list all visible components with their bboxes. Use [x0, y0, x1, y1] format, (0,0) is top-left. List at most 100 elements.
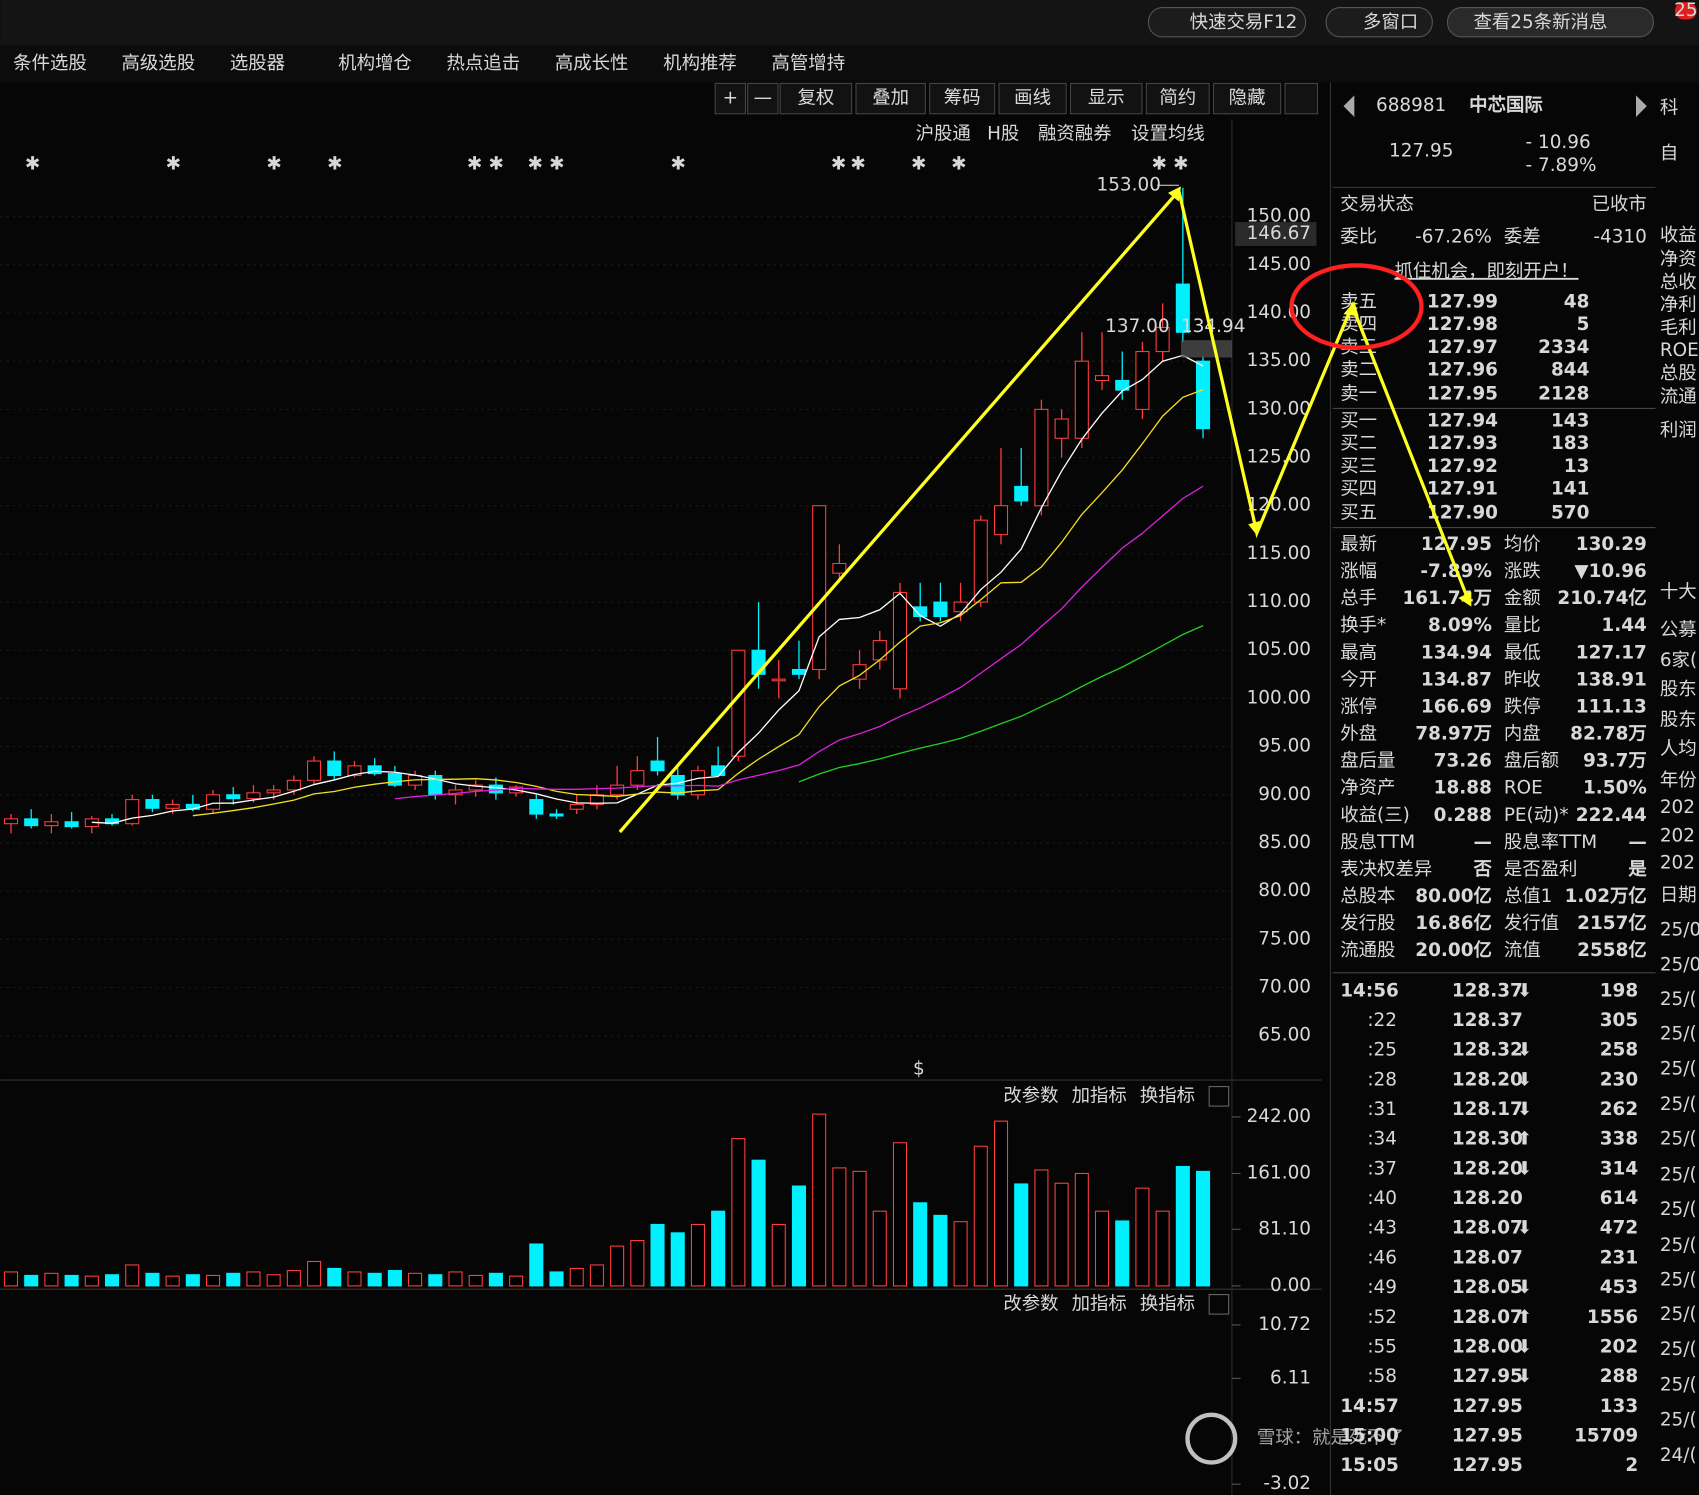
tool-button-label: 复权 — [798, 88, 835, 109]
candle-body — [993, 505, 1009, 536]
book-price: 127.94 — [1427, 410, 1498, 431]
top-button[interactable] — [1325, 7, 1433, 38]
candle-body — [610, 784, 625, 796]
event-marker: ✱ — [1173, 154, 1188, 175]
tool-button[interactable] — [1069, 82, 1143, 115]
trade-volume: 15709 — [1574, 1425, 1638, 1446]
book-volume: 143 — [1551, 410, 1589, 431]
book-label: 买四 — [1340, 479, 1377, 500]
stat-value: 130.29 — [1576, 534, 1647, 555]
book-label: 卖一 — [1340, 383, 1377, 404]
panel-button[interactable]: 改参数 — [1003, 1085, 1058, 1106]
menu-item[interactable]: 条件选股 — [13, 53, 87, 74]
panel-button[interactable]: 加指标 — [1072, 1085, 1127, 1106]
trade-arrow: ⬇ — [1517, 1069, 1532, 1090]
indicator-tick-label: 10.72 — [1258, 1314, 1311, 1335]
volume-bar — [1054, 1182, 1069, 1287]
top-button[interactable] — [1446, 7, 1654, 38]
trade-price: 128.20 — [1452, 1188, 1523, 1209]
candle-body — [630, 770, 645, 786]
event-marker: ✱ — [1152, 154, 1167, 175]
candle-body — [933, 601, 948, 618]
sub-link[interactable]: 融资融券 — [1038, 123, 1112, 144]
candle-body — [549, 813, 564, 817]
tool-button[interactable] — [1284, 82, 1319, 115]
sub-link[interactable]: 沪股通 — [916, 123, 971, 144]
stat-label: 外盘 — [1340, 724, 1377, 745]
tool-button[interactable] — [998, 82, 1067, 115]
panel-button[interactable]: 改参数 — [1003, 1293, 1058, 1314]
trade-price: 128.37 — [1452, 980, 1523, 1001]
candle-body — [286, 779, 301, 791]
menu-item[interactable]: 高管增持 — [772, 53, 846, 74]
nav-right[interactable] — [1636, 95, 1647, 117]
volume-bar — [206, 1274, 221, 1287]
side-text: 24/( — [1660, 1445, 1697, 1466]
tool-button[interactable] — [1212, 82, 1282, 115]
price-tick-label: 100.00 — [1247, 687, 1311, 708]
top-button[interactable] — [1147, 7, 1307, 38]
tool-button[interactable] — [747, 82, 779, 115]
panel-close[interactable] — [1208, 1294, 1230, 1315]
watermark-logo — [1185, 1412, 1238, 1465]
trade-time: :37 — [1367, 1158, 1397, 1179]
menu-item[interactable]: 机构增仓 — [338, 53, 412, 74]
panel-close[interactable] — [1208, 1086, 1230, 1107]
side-text: 净利 — [1660, 294, 1697, 315]
panel-button[interactable]: 加指标 — [1072, 1293, 1127, 1314]
tool-button[interactable] — [855, 82, 926, 115]
menu-item[interactable]: 热点追击 — [447, 53, 521, 74]
book-volume: 48 — [1564, 291, 1590, 312]
panel-button[interactable]: 换指标 — [1140, 1293, 1195, 1314]
stat-label: 总股本 — [1340, 886, 1395, 907]
tool-button[interactable] — [714, 82, 747, 115]
tool-button[interactable] — [929, 82, 996, 115]
stat-value: 1.50% — [1583, 778, 1647, 799]
menu-item[interactable]: 高成长性 — [555, 53, 629, 74]
trade-arrow: ⬆ — [1517, 1307, 1532, 1328]
panel-button[interactable]: 换指标 — [1140, 1085, 1195, 1106]
volume-bar — [589, 1264, 604, 1287]
trade-arrow: ⬇ — [1517, 1366, 1532, 1387]
promo[interactable]: 抓住机会，即刻开户！ — [1394, 261, 1578, 282]
candle-body — [589, 794, 604, 805]
stat-label: 涨跌 — [1504, 561, 1541, 582]
price-tick-label: 150.00 — [1247, 206, 1311, 227]
stat-value: — — [1628, 832, 1646, 853]
menu-item[interactable]: 高级选股 — [121, 53, 195, 74]
volume-bar — [307, 1260, 322, 1287]
candle-body — [1135, 351, 1150, 410]
trade-arrow: ⬇ — [1517, 1218, 1532, 1239]
book-label: 买三 — [1340, 456, 1377, 477]
nav-left[interactable] — [1343, 95, 1355, 117]
trade-time: 15:05 — [1340, 1455, 1399, 1476]
menu-item[interactable]: 机构推荐 — [663, 53, 737, 74]
volume-bar — [1115, 1220, 1130, 1287]
price-tick-label: 140.00 — [1247, 302, 1311, 323]
volume-bar — [165, 1275, 180, 1287]
trade-volume: 198 — [1600, 980, 1638, 1001]
side-text: 科 — [1660, 97, 1678, 118]
volume-bar — [286, 1270, 301, 1287]
stat-label: 最高 — [1340, 642, 1377, 663]
side-text: 总收 — [1660, 272, 1697, 293]
volume-bar — [185, 1274, 200, 1287]
stat-value: 否 — [1473, 859, 1493, 880]
volume-bar — [690, 1223, 705, 1287]
book-volume: 13 — [1564, 456, 1590, 477]
sub-link[interactable]: 设置均线 — [1131, 123, 1205, 144]
menu-item[interactable]: 选股器 — [230, 53, 285, 74]
volume-bar — [913, 1202, 928, 1287]
volume-bar — [145, 1272, 160, 1287]
tool-button[interactable] — [1145, 82, 1210, 115]
tool-button-label: 叠加 — [872, 88, 909, 109]
volume-bar — [226, 1272, 241, 1287]
sub-link[interactable]: H股 — [987, 123, 1019, 144]
trade-time: :58 — [1367, 1366, 1397, 1387]
price-tick-label: 75.00 — [1258, 928, 1311, 949]
stat-label: 内盘 — [1504, 724, 1541, 745]
volume-bar — [387, 1270, 402, 1287]
trade-volume: 133 — [1600, 1396, 1638, 1417]
tool-button[interactable] — [779, 82, 853, 115]
trade-price: 128.17 — [1452, 1099, 1523, 1120]
